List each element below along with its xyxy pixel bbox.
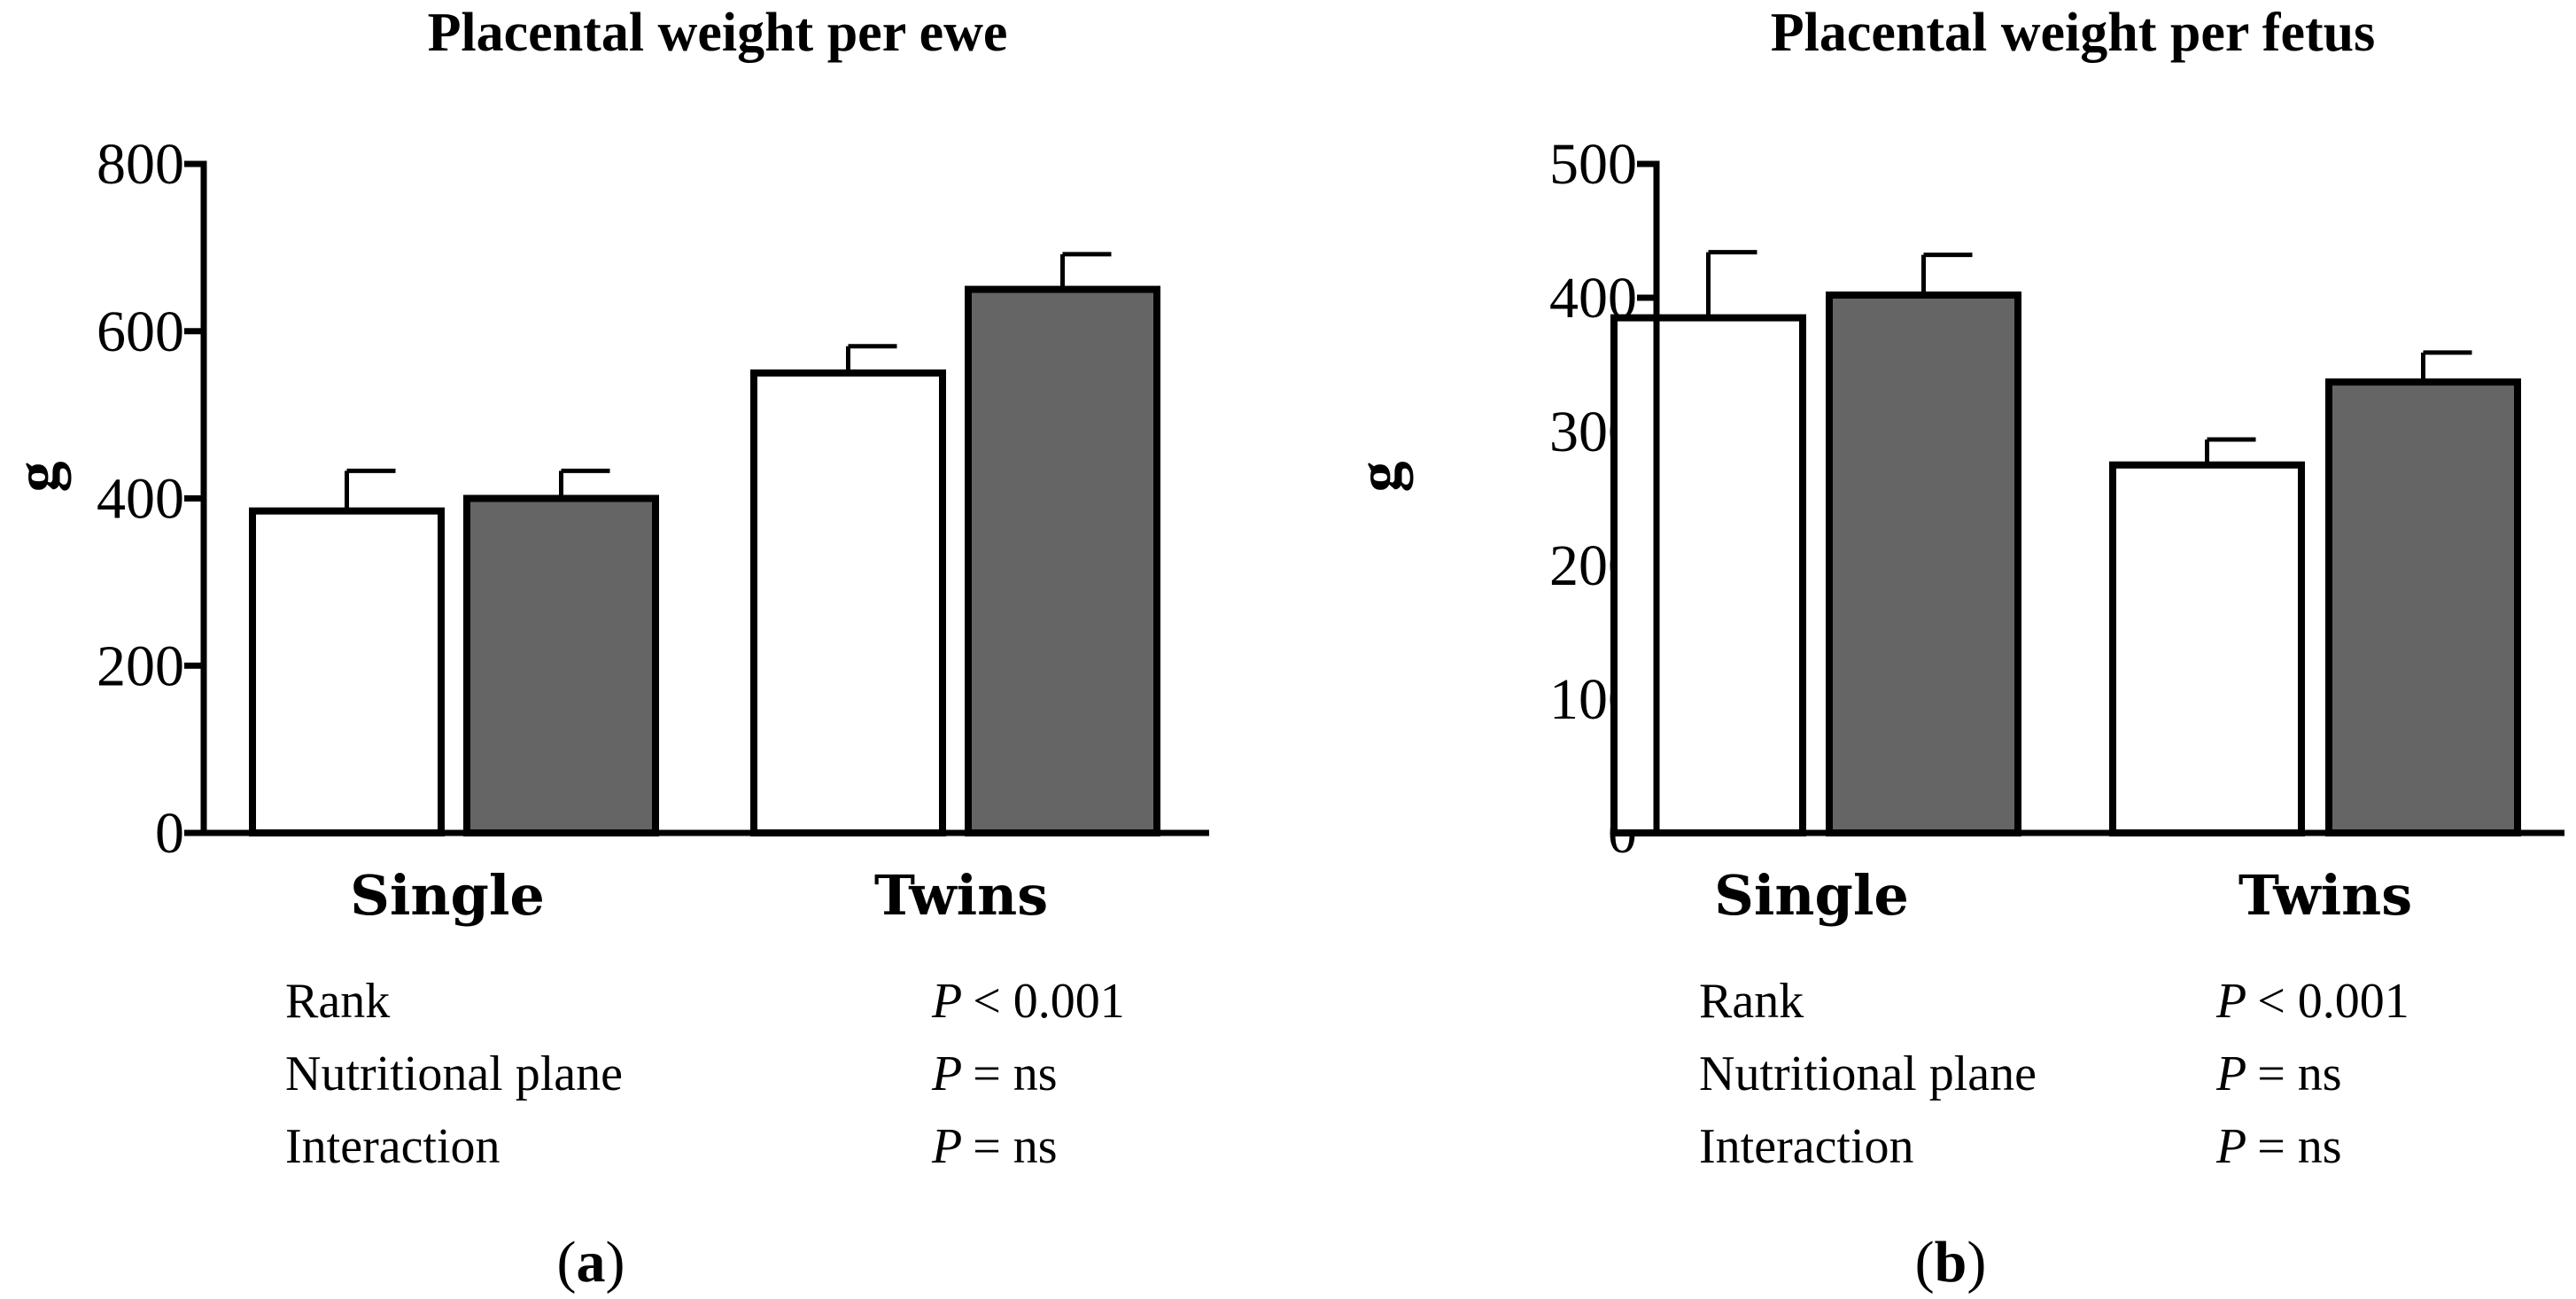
- category-label-twins: Twins: [874, 863, 1048, 928]
- panel-label-b: (b): [1915, 1230, 1987, 1295]
- bar: [463, 494, 659, 836]
- stat-value-interaction: P = ns: [2215, 1119, 2342, 1174]
- y-tick-label: 200: [97, 634, 184, 698]
- bar: [750, 369, 946, 836]
- panel-b: Placental weight per fetus g 01002003004…: [1346, 3, 2564, 1295]
- y-tick-label: 600: [97, 299, 184, 364]
- y-tick-label: 500: [1549, 132, 1637, 197]
- stat-value-rank: P < 0.001: [2215, 974, 2409, 1029]
- stat-value-nutritional-plane: P = ns: [931, 1046, 1058, 1101]
- bars: [1610, 250, 2521, 837]
- bar: [2109, 461, 2305, 836]
- axes: [1653, 160, 2564, 836]
- y-axis-label: g: [4, 462, 72, 493]
- stat-label-rank: Rank: [1699, 974, 1804, 1029]
- axes: [200, 160, 1209, 836]
- panel-a: Placental weight per ewe g 0 200 400 600 800…: [4, 3, 1209, 1295]
- bar: [1610, 314, 1806, 836]
- stat-value-nutritional-plane: P = ns: [2215, 1046, 2342, 1101]
- bar: [1826, 291, 2021, 837]
- bar: [2325, 378, 2521, 836]
- y-tick-label: 0: [155, 801, 184, 866]
- stat-label-nutritional-plane: Nutritional plane: [1699, 1046, 2037, 1101]
- bars: [249, 252, 1160, 836]
- category-label-single: Single: [1714, 863, 1909, 928]
- stat-label-rank: Rank: [285, 974, 390, 1029]
- stat-label-nutritional-plane: Nutritional plane: [285, 1046, 623, 1101]
- bar: [965, 285, 1160, 836]
- panel-label-a: (a): [557, 1230, 625, 1295]
- category-label-twins: Twins: [2238, 863, 2412, 928]
- chart-title: Placental weight per ewe: [428, 3, 1008, 63]
- bar: [249, 507, 445, 836]
- y-tick-label: 400: [97, 467, 184, 532]
- y-axis-label: g: [1346, 462, 1414, 493]
- stat-value-rank: P < 0.001: [931, 974, 1125, 1029]
- category-label-single: Single: [350, 863, 545, 928]
- y-tick-label: 800: [97, 132, 184, 197]
- stat-label-interaction: Interaction: [285, 1119, 500, 1174]
- chart-title: Placental weight per fetus: [1771, 3, 2375, 63]
- stat-value-interaction: P = ns: [931, 1119, 1058, 1174]
- y-axis-ticks: 0 200 400 600 800: [97, 132, 204, 866]
- stat-label-interaction: Interaction: [1699, 1119, 1914, 1174]
